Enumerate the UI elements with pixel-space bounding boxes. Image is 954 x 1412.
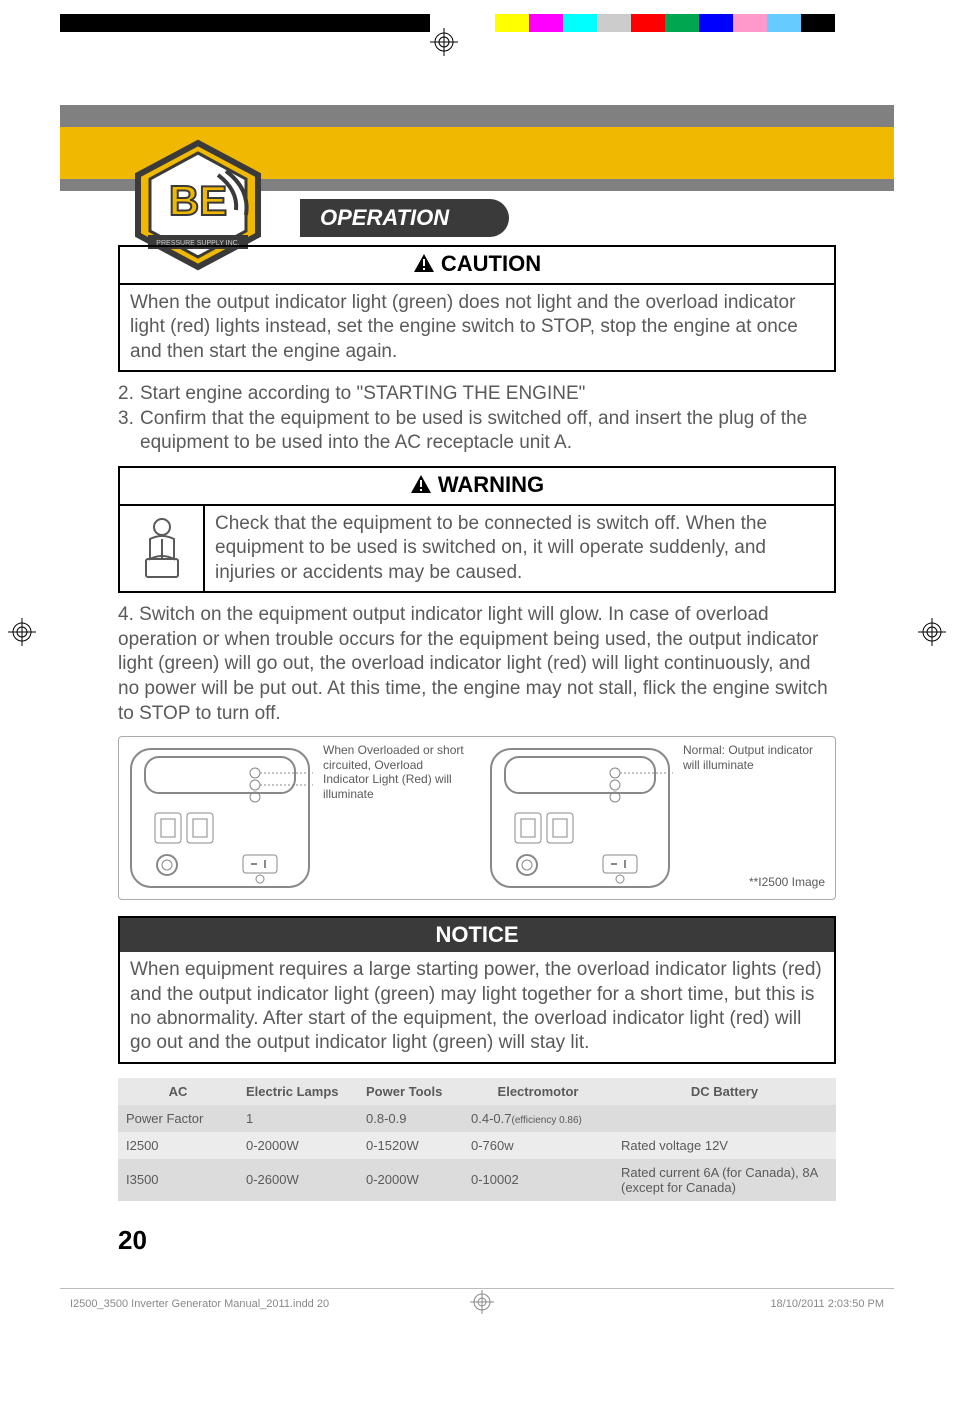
generator-panel-overload-icon <box>125 743 315 893</box>
warning-triangle-icon <box>413 253 435 279</box>
table-cell: 0-2000W <box>358 1159 463 1201</box>
notice-text: When equipment requires a large starting… <box>120 952 834 1061</box>
table-cell: 0-2600W <box>238 1159 358 1201</box>
table-cell: 0-2000W <box>238 1132 358 1159</box>
color-swatch <box>563 14 597 32</box>
color-swatch <box>665 14 699 32</box>
table-cell: 0.8-0.9 <box>358 1105 463 1132</box>
table-cell: Power Factor <box>118 1105 238 1132</box>
table-row: I25000-2000W0-1520W0-760wRated voltage 1… <box>118 1132 836 1159</box>
table-cell: I3500 <box>118 1159 238 1201</box>
caution-box: CAUTION When the output indicator light … <box>118 245 836 372</box>
footer-divider <box>60 1288 894 1289</box>
table-cell: 0.4-0.7(efficiency 0.86) <box>463 1105 613 1132</box>
page: OPERATION BE PRESSURE SUPPLY INC. CAUTIO… <box>60 50 894 1350</box>
list-num: 2. <box>118 382 140 407</box>
table-header-row: AC Electric Lamps Power Tools Electromot… <box>118 1078 836 1105</box>
table-cell: Rated voltage 12V <box>613 1132 836 1159</box>
header-band: OPERATION BE PRESSURE SUPPLY INC. <box>60 105 894 191</box>
color-swatch <box>767 14 801 32</box>
print-marks-top <box>0 0 954 50</box>
warning-box: WARNING Check that the equipment to be c… <box>118 466 836 593</box>
caution-header: CAUTION <box>120 247 834 285</box>
th-ac: AC <box>118 1078 238 1105</box>
warning-label: WARNING <box>438 472 544 497</box>
th-dc: DC Battery <box>613 1078 836 1105</box>
color-swatch <box>733 14 767 32</box>
panel-right-label: Normal: Output indicator will illuminate <box>683 743 829 772</box>
warning-header: WARNING <box>120 468 834 506</box>
panel-left: When Overloaded or short circuited, Over… <box>125 743 469 893</box>
registration-mark-left <box>8 618 36 651</box>
table-cell: 0-1520W <box>358 1132 463 1159</box>
color-swatch <box>699 14 733 32</box>
generator-panel-normal-icon <box>485 743 675 893</box>
list-item-2: 2. Start engine according to "STARTING T… <box>118 382 836 407</box>
list-item-3: 3. Confirm that the equipment to be used… <box>118 407 836 456</box>
table-cell <box>613 1105 836 1132</box>
th-tools: Power Tools <box>358 1078 463 1105</box>
warning-icon-cell <box>120 506 205 591</box>
list-text: Confirm that the equipment to be used is… <box>140 407 836 456</box>
panel-illustration-row: When Overloaded or short circuited, Over… <box>118 736 836 900</box>
color-swatch <box>597 14 631 32</box>
table-cell: 0-760w <box>463 1132 613 1159</box>
content: CAUTION When the output indicator light … <box>118 245 836 1201</box>
print-black-bar <box>60 14 430 32</box>
th-motor: Electromotor <box>463 1078 613 1105</box>
panel-right: Normal: Output indicator will illuminate… <box>485 743 829 893</box>
table-row: I35000-2600W0-2000W0-10002Rated current … <box>118 1159 836 1201</box>
table-row: Power Factor10.8-0.90.4-0.7(efficiency 0… <box>118 1105 836 1132</box>
list-text: Start engine according to "STARTING THE … <box>140 382 585 407</box>
warning-triangle-icon <box>410 474 432 500</box>
registration-mark-bottom <box>470 1290 494 1319</box>
page-number: 20 <box>118 1225 147 1256</box>
notice-header: NOTICE <box>120 918 834 952</box>
numbered-list-23: 2. Start engine according to "STARTING T… <box>118 382 836 456</box>
list-item-4: 4. Switch on the equipment output indica… <box>118 603 836 726</box>
footer-filename: I2500_3500 Inverter Generator Manual_201… <box>70 1298 329 1310</box>
notice-box: NOTICE When equipment requires a large s… <box>118 916 836 1063</box>
list-text: Switch on the equipment output indicator… <box>118 604 828 724</box>
logo-letters: BE <box>169 177 227 224</box>
color-swatch <box>529 14 563 32</box>
spec-table: AC Electric Lamps Power Tools Electromot… <box>118 1078 836 1201</box>
header-gray-top <box>60 105 894 127</box>
color-bars <box>495 14 835 32</box>
th-lamps: Electric Lamps <box>238 1078 358 1105</box>
color-swatch <box>801 14 835 32</box>
table-cell: 0-10002 <box>463 1159 613 1201</box>
table-cell: 1 <box>238 1105 358 1132</box>
table-cell: I2500 <box>118 1132 238 1159</box>
caution-label: CAUTION <box>441 251 541 276</box>
warning-text: Check that the equipment to be connected… <box>205 506 834 591</box>
caution-text: When the output indicator light (green) … <box>120 285 834 370</box>
read-manual-icon <box>132 513 192 583</box>
color-swatch <box>495 14 529 32</box>
section-title: OPERATION <box>300 199 509 237</box>
footer-timestamp: 18/10/2011 2:03:50 PM <box>770 1298 884 1310</box>
registration-mark-right <box>918 618 946 651</box>
table-cell: Rated current 6A (for Canada), 8A (excep… <box>613 1159 836 1201</box>
panel-footnote: **I2500 Image <box>749 875 825 889</box>
list-num: 3. <box>118 407 140 456</box>
panel-left-label: When Overloaded or short circuited, Over… <box>323 743 469 801</box>
color-swatch <box>631 14 665 32</box>
list-num: 4. <box>118 604 134 625</box>
